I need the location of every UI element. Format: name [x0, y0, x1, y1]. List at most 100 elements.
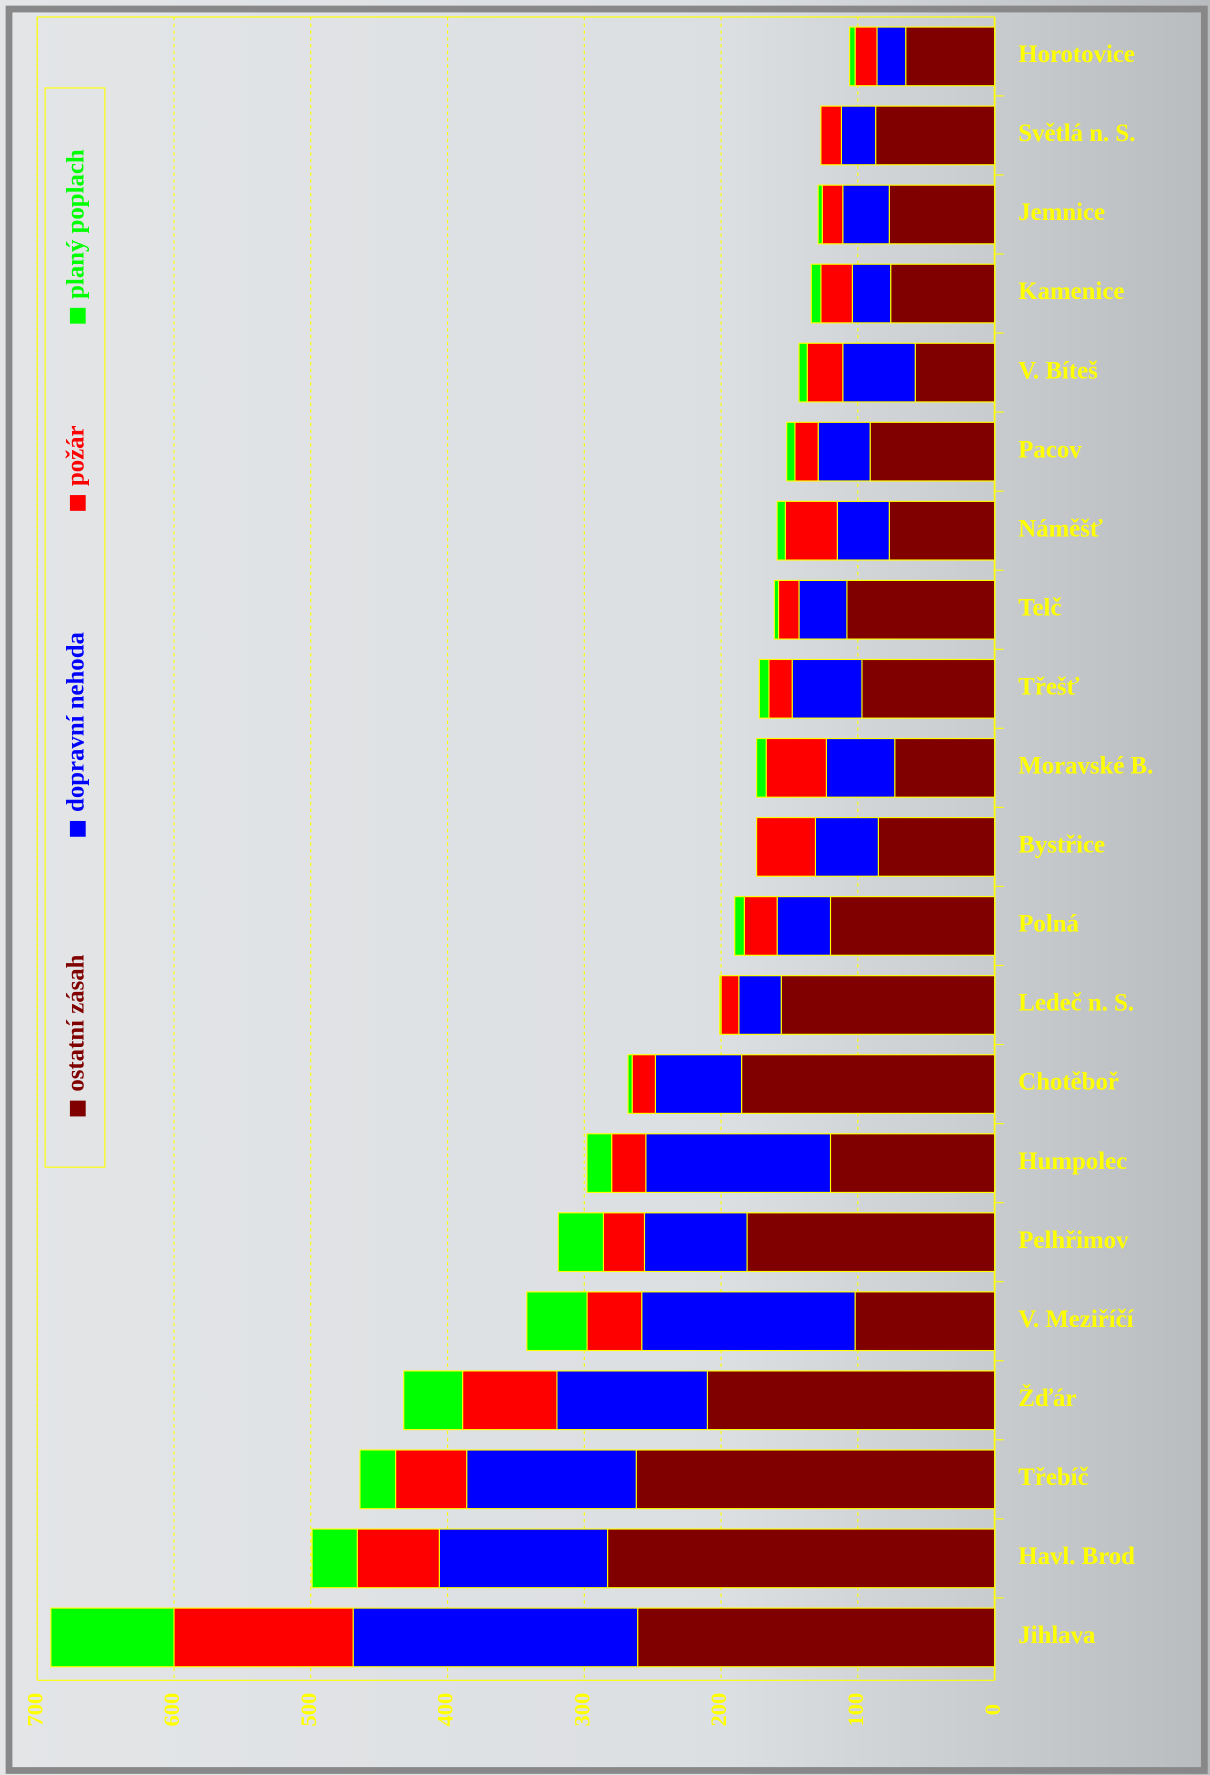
- x-tick-label: Kamenice: [1018, 278, 1124, 305]
- bar: [602, 1212, 646, 1273]
- bar: [556, 1370, 708, 1431]
- bar: [869, 421, 996, 482]
- bar: [706, 1370, 996, 1431]
- bar: [794, 421, 819, 482]
- bar: [821, 184, 844, 245]
- bar: [773, 579, 780, 640]
- bar: [356, 1528, 440, 1589]
- bar: [836, 500, 890, 561]
- bar: [798, 579, 848, 640]
- bar: [875, 105, 996, 166]
- bar: [814, 817, 879, 877]
- y-tick-label: 400: [433, 1693, 458, 1727]
- bar: [776, 500, 786, 561]
- bar: [758, 658, 770, 719]
- bar: [876, 26, 907, 87]
- bar: [720, 975, 740, 1035]
- bar: [786, 421, 796, 482]
- legend-label: ostatní zásah: [62, 954, 89, 1091]
- bar: [635, 1449, 996, 1510]
- bar: [861, 658, 996, 719]
- legend-marker: [69, 307, 86, 324]
- bar: [403, 1370, 464, 1431]
- bar: [776, 896, 832, 956]
- bar: [173, 1607, 354, 1668]
- bar: [806, 342, 844, 403]
- x-tick-label: Pelhřimov: [1018, 1227, 1129, 1254]
- bar: [645, 1133, 832, 1193]
- bar: [352, 1607, 639, 1668]
- bar: [756, 737, 767, 798]
- frame: [5, 5, 1208, 1774]
- legend-box: [44, 87, 106, 1168]
- bar: [359, 1449, 397, 1510]
- bar: [894, 737, 996, 798]
- bar: [637, 1607, 996, 1668]
- legend-marker: [69, 1100, 86, 1117]
- bar: [817, 184, 823, 245]
- bar: [784, 500, 838, 561]
- x-tick-label: Havl. Brod: [1018, 1543, 1135, 1570]
- x-tick-label: Bystřice: [1018, 832, 1105, 859]
- x-tick-label: Moravské B.: [1018, 753, 1153, 780]
- bar: [842, 342, 916, 403]
- x-tick-label: Náměšť: [1018, 515, 1103, 542]
- bar: [798, 342, 808, 403]
- legend-label: dopravní nehoda: [62, 632, 89, 812]
- bar: [825, 737, 896, 798]
- bar: [777, 579, 800, 640]
- bar: [641, 1291, 856, 1352]
- x-tick-label: Žďár: [1018, 1384, 1076, 1412]
- bar: [756, 817, 817, 877]
- bar: [765, 737, 827, 798]
- bar: [849, 26, 856, 87]
- bar: [611, 1133, 647, 1193]
- bar: [50, 1607, 175, 1668]
- bar: [768, 658, 793, 719]
- bar: [734, 896, 745, 956]
- legend-marker: [69, 820, 86, 837]
- bar: [586, 1291, 643, 1352]
- bar: [462, 1370, 558, 1431]
- bar: [846, 579, 996, 640]
- bar: [466, 1449, 637, 1510]
- bar: [738, 975, 782, 1035]
- bar: [842, 184, 890, 245]
- legend-marker: [69, 495, 86, 511]
- x-tick-label: Jemnice: [1018, 199, 1105, 226]
- x-tick-label: V. Bíteš: [1018, 357, 1098, 384]
- y-tick-label: 200: [706, 1693, 731, 1727]
- bar: [743, 896, 778, 956]
- bar: [586, 1133, 613, 1193]
- bar: [854, 1291, 996, 1352]
- bar: [888, 500, 996, 561]
- x-tick-label: Chotěboř: [1018, 1069, 1119, 1096]
- x-tick-label: V. Meziříčí: [1018, 1306, 1134, 1333]
- bar: [810, 263, 822, 324]
- x-tick-label: Humpolec: [1018, 1148, 1127, 1175]
- x-tick-label: Třešť: [1018, 673, 1079, 700]
- bar: [890, 263, 996, 324]
- bar: [829, 1133, 996, 1193]
- bar: [829, 896, 996, 956]
- bar: [877, 817, 996, 877]
- bar: [526, 1291, 588, 1352]
- y-tick-label: 700: [22, 1693, 47, 1727]
- x-tick-label: Světlá n. S.: [1018, 120, 1135, 147]
- bar: [654, 1054, 743, 1114]
- bar: [914, 342, 996, 403]
- bar: [820, 105, 842, 166]
- bar: [780, 975, 996, 1035]
- y-tick-label: 300: [569, 1693, 594, 1727]
- bar: [746, 1212, 996, 1273]
- y-tick-label: 500: [296, 1693, 321, 1727]
- legend-label: planý poplach: [62, 149, 89, 299]
- y-tick-label: 600: [159, 1693, 184, 1727]
- bar: [820, 263, 853, 324]
- bar: [606, 1528, 996, 1589]
- x-tick-label: Horotovice: [1018, 41, 1135, 68]
- bar: [631, 1054, 656, 1114]
- bar: [627, 1054, 633, 1114]
- bar: [851, 263, 892, 324]
